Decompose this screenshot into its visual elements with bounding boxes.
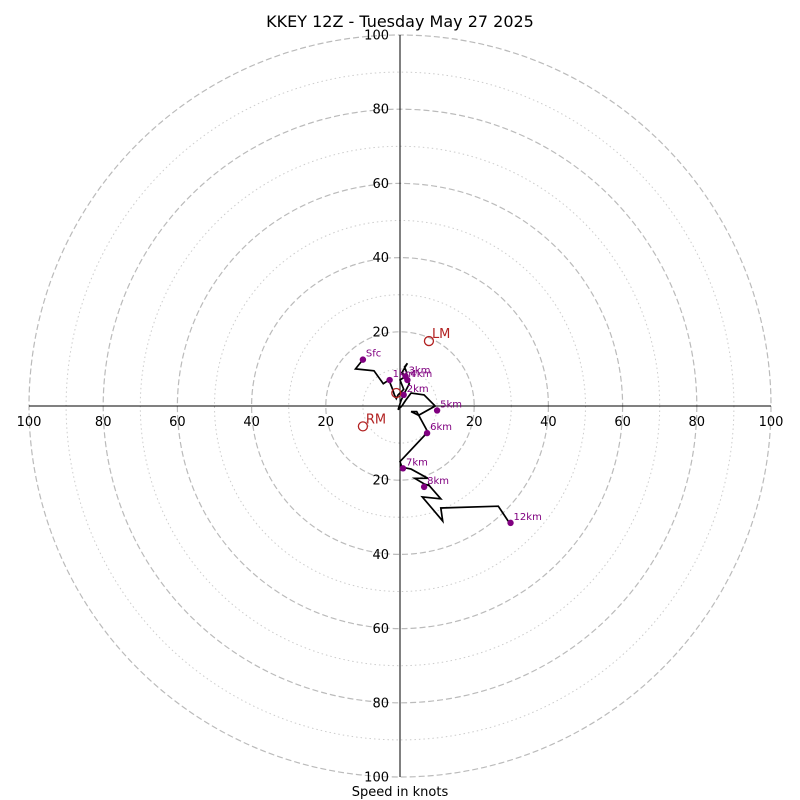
vertical-tick-labels: 100 80 60 40 20 20 40 60 80 100 [364,29,389,786]
height-marker-label: 6km [430,422,452,433]
y-tick-label: 100 [364,771,389,786]
height-marker [433,407,441,414]
y-tick-label: 20 [372,474,389,489]
y-tick-label: 20 [372,325,389,340]
height-marker [359,356,367,363]
y-tick-label: 40 [372,251,389,266]
height-marker [399,465,407,472]
horizontal-tick-labels: 100 80 60 40 20 20 40 60 80 100 [17,415,784,430]
height-marker-label: Sfc [366,349,381,360]
x-tick-label: 100 [17,415,42,430]
height-marker-label: 8km [427,476,449,487]
y-tick-label: 80 [372,696,389,711]
storm-motion-marker [357,421,369,432]
storm-motion-marker [391,387,402,399]
height-marker-label: 2km [407,384,429,395]
x-tick-label: 20 [318,415,335,430]
x-tick-label: 20 [466,415,483,430]
height-marker-label: 7km [406,457,428,468]
y-tick-label: 80 [372,103,389,118]
chart-title: KKEY 12Z - Tuesday May 27 2025 [266,12,534,31]
height-marker [386,376,393,384]
y-tick-label: 60 [372,177,389,192]
height-marker [507,519,514,527]
hodograph-trace [353,359,511,524]
x-tick-label: 80 [95,415,112,430]
storm-motion-marker [423,335,435,347]
x-tick-label: 40 [540,415,557,430]
height-marker [423,429,431,437]
x-tick-label: 80 [689,415,706,430]
height-marker [400,391,407,399]
height-marker-label: 5km [440,399,462,410]
height-marker-label: 3km [409,365,431,376]
x-tick-label: 100 [759,415,784,430]
height-marker-label: 4km [410,369,432,380]
storm-motion-markers: LM RM [357,327,450,432]
x-tick-label: 60 [169,415,186,430]
x-tick-label: 40 [243,415,260,430]
x-tick-label: 60 [614,415,631,430]
y-tick-label: 100 [364,29,389,44]
height-marker [420,483,428,491]
height-marker-label: 12km [514,512,542,523]
height-markers: Sfc1km2km3km4km5km6km7km8km12km [359,349,542,527]
storm-motion-label: RM [366,412,386,427]
y-tick-label: 40 [372,548,389,563]
x-axis-label: Speed in knots [352,785,449,800]
y-tick-label: 60 [372,622,389,637]
height-marker [404,376,411,384]
storm-motion-label: LM [432,327,450,342]
